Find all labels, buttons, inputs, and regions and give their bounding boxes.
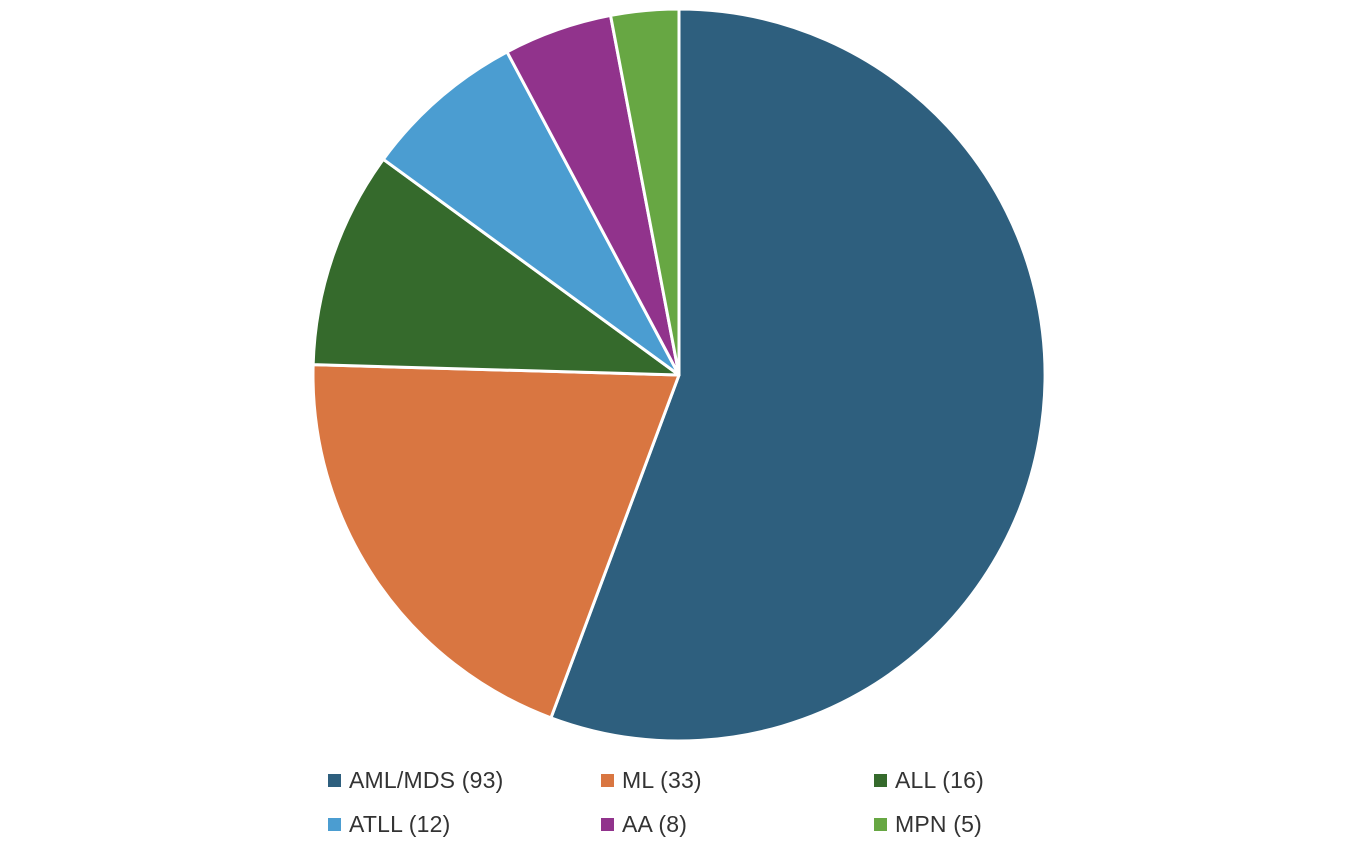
pie-slice-ml [311, 363, 681, 720]
legend-item-atll: ATLL (12) [328, 802, 601, 846]
pie-slice-atll [381, 50, 681, 377]
legend-swatch-aml-mds [328, 773, 341, 787]
legend-label-atll: ATLL (12) [349, 810, 451, 837]
legend-label-aa: AA (8) [622, 810, 688, 837]
legend-label-all: ALL (16) [895, 766, 984, 793]
legend-label-aml-mds: AML/MDS (93) [349, 766, 504, 793]
legend-swatch-atll [328, 817, 341, 831]
legend-item-aml-mds: AML/MDS (93) [328, 758, 601, 802]
legend-swatch-ml [601, 773, 614, 787]
legend-swatch-mpn [874, 817, 887, 831]
pie-slice-all [311, 157, 681, 377]
pie-plot-area [311, 7, 1047, 743]
pie-slice-aml-mds [549, 7, 1047, 743]
legend-swatch-aa [601, 817, 614, 831]
legend-label-mpn: MPN (5) [895, 810, 983, 837]
legend-item-mpn: MPN (5) [874, 802, 1048, 846]
legend-item-ml: ML (33) [601, 758, 874, 802]
legend-label-ml: ML (33) [622, 766, 702, 793]
legend-swatch-all [874, 773, 887, 787]
legend: AML/MDS (93) ML (33) ALL (16) ATLL (12) … [328, 758, 1048, 846]
legend-item-all: ALL (16) [874, 758, 1048, 802]
legend-item-aa: AA (8) [601, 802, 874, 846]
pie-slice-mpn [609, 7, 681, 377]
